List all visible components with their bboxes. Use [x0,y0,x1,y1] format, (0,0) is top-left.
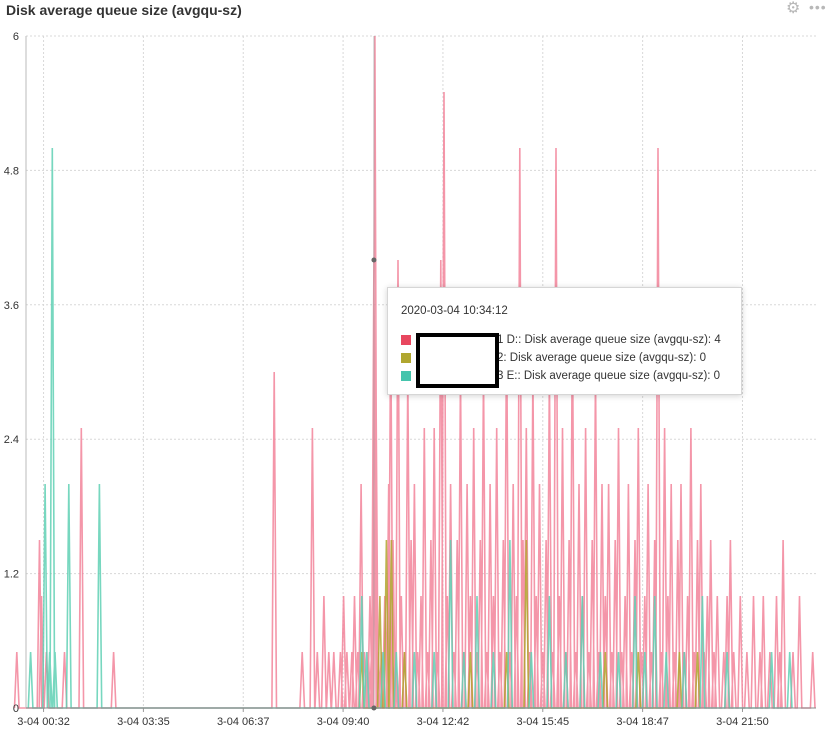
tooltip-row-1-label: 1 D:: Disk average queue size (avgqu-sz)… [497,334,721,346]
tooltip-row-1: 1 D:: Disk average queue size (avgqu-sz)… [401,333,721,347]
panel-title: Disk average queue size (avgqu-sz) [6,2,242,18]
series-1-swatch [401,335,411,345]
y-tick-label: 2.4 [4,434,19,446]
y-tick-label: 1.2 [4,569,19,581]
y-tick-label: 4.8 [4,165,19,177]
hover-point-baseline [371,705,377,711]
x-tick-label: 3-04 15:45 [516,716,569,728]
axes: 0 1.2 2.4 3.6 4.8 6 3-04 00:32 3-04 03:35 3-04 0… [4,31,816,728]
redaction-box [416,333,499,388]
more-icon[interactable]: ••• [809,0,827,15]
tooltip-time: 2020-03-04 10:34:12 [401,305,508,317]
x-tick-label: 3-04 00:32 [17,716,70,728]
hover-marker [371,36,377,711]
tooltip-row-3: 3 E:: Disk average queue size (avgqu-sz)… [401,369,720,383]
tooltip-row-3-label: 3 E:: Disk average queue size (avgqu-sz)… [497,370,721,382]
x-tick-label: 3-04 06:37 [217,716,270,728]
series-2-swatch [401,353,411,363]
x-tick-label: 3-04 12:42 [417,716,470,728]
x-tick-label: 3-04 09:40 [317,716,370,728]
tooltip-row-2-label: 2: Disk average queue size (avgqu-sz): 0 [497,352,707,364]
hover-point [371,257,377,263]
tooltip-row-2: 2: Disk average queue size (avgqu-sz): 0 [401,351,706,365]
y-tick-label: 0 [13,703,19,715]
series-3-swatch [401,371,411,381]
x-tick-label: 3-04 03:35 [117,716,170,728]
x-tick-label: 3-04 18:47 [616,716,669,728]
y-tick-label: 6 [13,31,19,43]
y-tick-label: 3.6 [4,300,19,312]
gear-icon[interactable]: ⚙ [786,0,801,17]
x-tick-label: 3-04 21:50 [716,716,769,728]
